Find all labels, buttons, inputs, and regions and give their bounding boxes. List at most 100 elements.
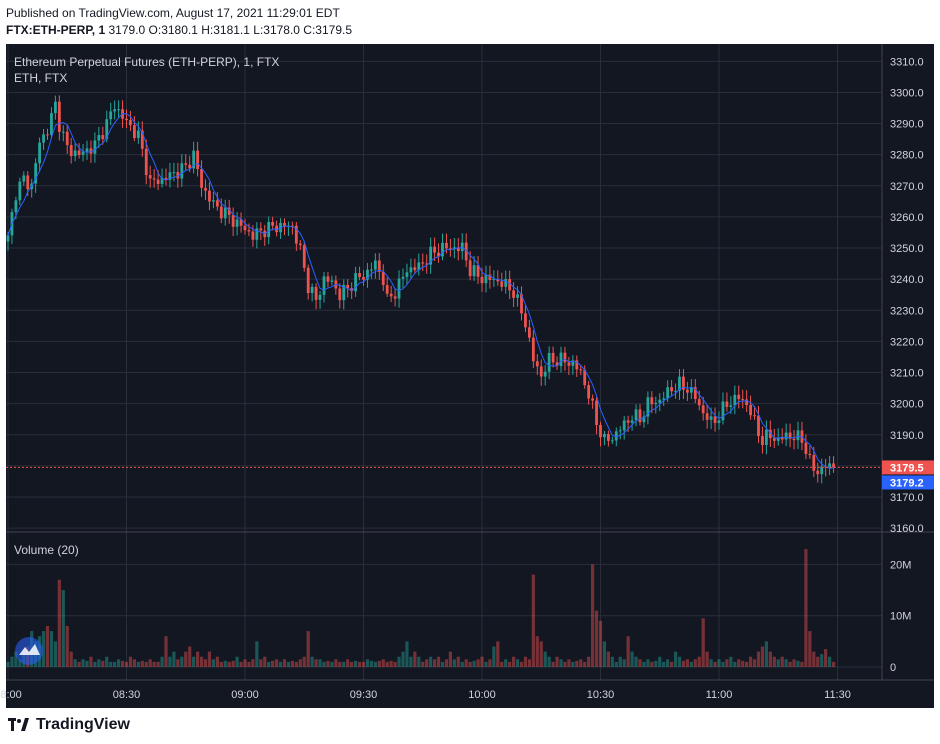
volume-bar [622,659,626,667]
volume-bar [464,659,468,667]
candle-body [768,429,772,439]
volume-bar [670,661,674,667]
volume-bar [816,656,820,667]
volume-bar [219,661,223,667]
price-tick-label: 3250.0 [890,243,924,255]
candle-body [689,387,693,393]
volume-bar [81,659,85,667]
price-axis[interactable]: 3160.03170.03180.03190.03200.03210.03220… [890,56,924,535]
volume-bar [113,661,117,667]
volume-bar [77,661,81,667]
candle-body [247,230,251,232]
footer-brand[interactable]: TradingView [8,716,130,734]
volume-bar [290,660,294,667]
volume-bar [677,656,682,667]
volume-bar [132,659,136,667]
candle-body [666,387,670,399]
candle-body [283,222,286,227]
volume-bar [354,660,358,667]
candle-body [559,352,563,367]
candle-body [259,228,263,231]
time-tick-label: 09:30 [350,689,378,701]
candle-body [607,433,610,441]
volume-bar [271,660,275,667]
volume-bar [444,659,449,667]
volume-bar [425,659,429,667]
candle-body [50,113,53,135]
candle-body [200,168,203,188]
volume-bar [512,656,516,667]
footer-brand-text: TradingView [36,716,130,733]
candle-body [105,119,109,140]
volume-bar [278,661,283,667]
volume-bar [69,651,73,667]
volume-bar [140,660,144,667]
time-tick-label: 11:30 [824,689,851,701]
candle-body [298,243,302,246]
volume-bar [804,549,808,667]
volume-bar [452,659,456,667]
volume-bar [559,659,563,667]
volume-bar [144,661,148,667]
symbol-ohlc-line: FTX:ETH-PERP, 1 3179.0 O:3180.1 H:3181.1… [6,23,352,37]
price-tick-label: 3170.0 [890,492,924,504]
candle-body [251,231,255,240]
candle-body [745,399,749,406]
volume-bar [365,659,370,667]
volume-bar [267,661,271,667]
volume-bar [326,660,330,667]
candle-body [235,219,239,227]
volume-bar [614,661,618,667]
volume-bar [346,659,350,667]
time-axis[interactable]: 08:00 08:30 09:00 09:30 10:00 10:30 11:00 11:30 [0,689,851,701]
candle-body [164,177,168,180]
candle-body [646,397,650,417]
candle-body [318,294,322,300]
candle-body [101,135,105,140]
candle-body [85,148,89,152]
candles [6,95,835,484]
candle-body [73,150,77,157]
volume-bar [286,661,291,667]
candle-body [381,271,385,286]
candle-body [192,150,196,169]
volume-bar [788,661,792,667]
candle-body [354,273,357,292]
volume-bar [350,661,354,667]
volume-label: Volume (20) [14,543,79,557]
volume-bar [73,659,77,667]
volume-bar [275,659,279,667]
candle-body [18,181,22,201]
volume-bar [196,651,200,667]
candle-body [117,109,120,111]
volume-bar [792,659,796,667]
candle-body [437,252,440,257]
price-tick-label: 3260.0 [890,212,924,224]
candle-body [528,327,531,338]
volume-bar [227,661,231,667]
candle-body [788,432,792,439]
candle-body [223,207,227,219]
tradingview-chart-logo-icon[interactable] [15,637,43,665]
volume-bar [192,656,196,667]
candle-body [792,438,796,441]
volume-tick-label: 10M [890,611,911,623]
volume-bar [172,651,176,667]
candle-body [54,101,57,114]
candle-body [784,432,788,440]
candle-body [516,294,519,298]
candle-body [449,248,452,250]
price-tick-label: 3240.0 [890,274,924,286]
volume-bar [476,659,480,667]
volume-bar [646,659,650,667]
candle-body [670,387,673,392]
volume-bar [53,641,57,667]
candle-body [302,245,306,268]
volume-bar [369,660,373,667]
volume-bar [247,661,251,667]
candle-body [322,276,326,295]
volume-bar [681,660,686,667]
candle-body [753,415,756,417]
candle-body [34,163,38,184]
